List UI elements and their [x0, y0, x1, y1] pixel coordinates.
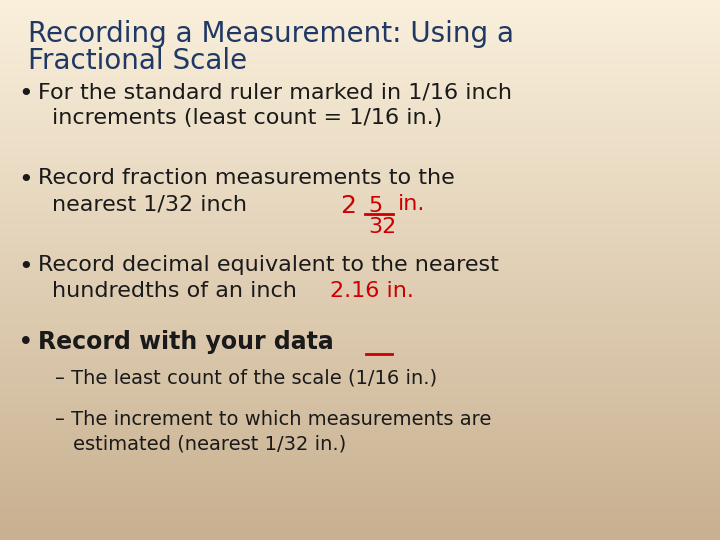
Text: – The least count of the scale (1/16 in.): – The least count of the scale (1/16 in.… — [55, 368, 437, 387]
Text: •: • — [18, 168, 32, 192]
Text: hundredths of an inch: hundredths of an inch — [52, 281, 297, 301]
Text: 5: 5 — [368, 196, 382, 216]
Text: •: • — [18, 255, 32, 279]
Text: •: • — [18, 82, 32, 106]
Text: increments (least count = 1/16 in.): increments (least count = 1/16 in.) — [52, 108, 442, 128]
Text: Fractional Scale: Fractional Scale — [28, 47, 247, 75]
Text: For the standard ruler marked in 1/16 inch: For the standard ruler marked in 1/16 in… — [38, 82, 512, 102]
Text: in.: in. — [398, 194, 426, 214]
Text: 2: 2 — [340, 194, 356, 218]
Text: Record decimal equivalent to the nearest: Record decimal equivalent to the nearest — [38, 255, 499, 275]
Text: Recording a Measurement: Using a: Recording a Measurement: Using a — [28, 20, 514, 48]
Text: estimated (nearest 1/32 in.): estimated (nearest 1/32 in.) — [73, 434, 346, 453]
Text: •: • — [18, 330, 34, 356]
Text: Record fraction measurements to the: Record fraction measurements to the — [38, 168, 455, 188]
Text: 2.16 in.: 2.16 in. — [330, 281, 414, 301]
Text: 32: 32 — [368, 217, 396, 237]
Text: nearest 1/32 inch: nearest 1/32 inch — [52, 194, 247, 214]
Text: Record with your data: Record with your data — [38, 330, 334, 354]
Text: – The increment to which measurements are: – The increment to which measurements ar… — [55, 410, 491, 429]
